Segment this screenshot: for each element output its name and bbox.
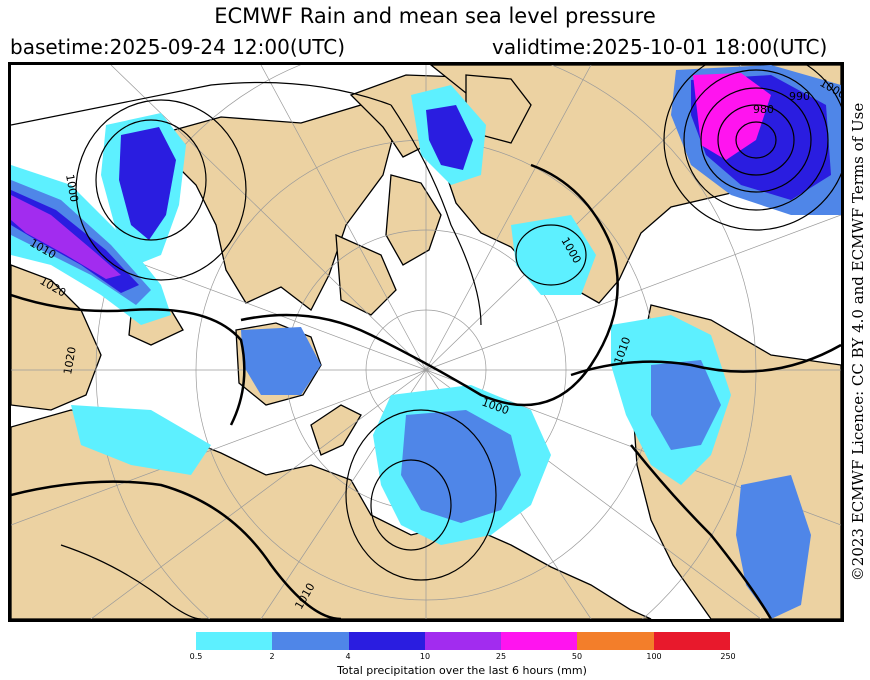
isobar-label: 1000 [63,173,81,203]
legend-tick: 50 [571,652,583,661]
isobar-1000-central [240,163,619,407]
legend-swatch [577,632,654,650]
map-panel: 1000 1010 1020 980 990 1000 1000 1000 10… [8,62,844,622]
isobar-pacific-low-1 [735,121,777,159]
isobar-1010-west [11,293,246,426]
rain-area-canada-low [511,215,596,295]
legend-tick: 25 [495,652,507,661]
rain-area-pacific-low-extreme [693,73,771,160]
isobar-1010-north [11,81,392,126]
isobar-1010-southwest [60,544,202,619]
rain-area-baffin-core [426,105,473,170]
legend-tick: 100 [646,652,662,661]
licence-panel: ©2023 ECMWF Licence: CC BY 4.0 and ECMWF… [846,62,870,622]
isobar-label: 990 [789,90,810,103]
map-canvas: 1000 1010 1020 980 990 1000 1000 1000 10… [11,65,841,619]
isobar-label: 980 [753,103,774,116]
legend-swatch [272,632,349,650]
chart-title: ECMWF Rain and mean sea level pressure [214,4,656,28]
legend-ticks: 0.5 2 4 10 25 50 100 250 [0,652,870,664]
isobar-arctic-low-2 [345,409,497,581]
novaya-zemlya-land [310,404,362,456]
validtime-label: validtime:2025-10-01 18:00(UTC) [492,35,828,59]
isobar-canada-low [515,224,587,286]
precipitation-legend [196,632,730,650]
isobar-pacific-low-2 [717,104,795,176]
rain-area-greenland-low-core [119,127,176,240]
isobar-label: 1020 [61,346,79,376]
isobar-pacific-low-3 [700,87,812,193]
rain-area-atlantic-extreme [11,195,121,279]
isobar-greenland-low [95,119,207,241]
legend-swatch [196,632,273,650]
greenland-land [155,104,397,311]
rain-area-central-arctic-core [401,410,521,523]
isobar-greenland-low-outer [75,99,247,281]
precipitation-layer [11,65,841,619]
rain-area-beaufort-core [651,360,721,450]
legend-swatch [424,632,502,650]
basetime-label: basetime:2025-09-24 12:00(UTC) [10,35,346,59]
legend-swatch [348,632,425,650]
isobar-arctic-low-1 [370,459,452,551]
legend-swatch [653,632,730,650]
legend-tick: 10 [419,652,431,661]
ellesmere-island-land [385,174,442,266]
rain-area-siberia [71,405,211,475]
isobar-1020-south [11,480,342,619]
isobar-pacific-low-4 [683,69,829,211]
legend-title: Total precipitation over the last 6 hour… [337,664,587,677]
rain-area-alaska-coast [736,475,811,619]
licence-text: ©2023 ECMWF Licence: CC BY 4.0 and ECMWF… [849,102,867,582]
legend-tick: 2 [269,652,275,661]
isobar-layer [11,65,841,619]
legend-swatch [501,632,578,650]
isobar-1010-southeast [630,444,773,619]
baffin-island-land [335,233,397,316]
legend-tick: 250 [720,652,736,661]
isobar-1000-north [390,104,482,326]
legend-tick: 4 [345,652,351,661]
rain-area-svalbard [241,327,321,395]
isobar-pacific-low-5 [663,65,841,231]
legend-tick: 0.5 [189,652,203,661]
isobar-1010-east [570,343,841,377]
